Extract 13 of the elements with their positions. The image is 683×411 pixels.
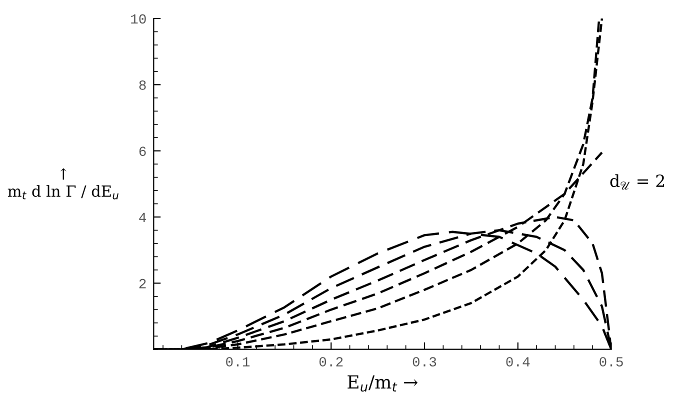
- y-tick-label: 2: [139, 278, 146, 288]
- x-tick-label: 0.5: [600, 357, 623, 366]
- y-tick-label: 10: [131, 14, 146, 24]
- x-axis-title: E$_{u}$/m$_{t}$ →: [348, 375, 418, 392]
- x-tick-label: 0.1: [226, 357, 250, 366]
- text: ↑ m$_{t}$ d ln Γ / dE$_{u}$: [8, 168, 118, 200]
- y-tick-label: 6: [139, 146, 146, 156]
- x-tick-label: 0.3: [412, 357, 436, 366]
- y-tick-label: 8: [139, 80, 146, 90]
- x-tick-label: 0.4: [506, 357, 530, 366]
- series-label: d$_{𝒰}$ = 2: [610, 174, 664, 190]
- y-tick-label: 4: [139, 212, 146, 222]
- x-tick-label: 0.2: [319, 357, 343, 366]
